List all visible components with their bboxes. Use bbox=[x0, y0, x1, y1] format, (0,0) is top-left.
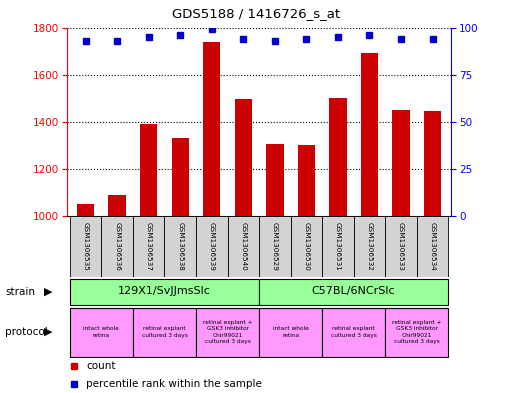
Text: 129X1/SvJJmsSlc: 129X1/SvJJmsSlc bbox=[118, 286, 211, 296]
Bar bbox=[70, 216, 102, 277]
Bar bbox=[298, 145, 315, 216]
Text: percentile rank within the sample: percentile rank within the sample bbox=[86, 379, 262, 389]
Bar bbox=[196, 216, 228, 277]
Bar bbox=[203, 42, 221, 216]
Text: GSM1306540: GSM1306540 bbox=[240, 222, 246, 271]
Text: retinal explant
cultured 3 days: retinal explant cultured 3 days bbox=[331, 327, 377, 338]
Bar bbox=[196, 308, 259, 356]
Bar bbox=[259, 216, 290, 277]
Bar bbox=[322, 308, 385, 356]
Text: retinal explant +
GSK3 inhibitor
Chir99021
cultured 3 days: retinal explant + GSK3 inhibitor Chir990… bbox=[203, 320, 252, 344]
Bar bbox=[266, 144, 284, 216]
Text: GSM1306532: GSM1306532 bbox=[366, 222, 372, 271]
Text: count: count bbox=[86, 362, 115, 371]
Text: GSM1306530: GSM1306530 bbox=[303, 222, 309, 271]
Text: retinal explant
cultured 3 days: retinal explant cultured 3 days bbox=[142, 327, 187, 338]
Bar bbox=[70, 279, 259, 305]
Bar bbox=[322, 216, 353, 277]
Bar bbox=[133, 216, 165, 277]
Text: GSM1306531: GSM1306531 bbox=[335, 222, 341, 271]
Bar bbox=[234, 99, 252, 216]
Bar bbox=[171, 138, 189, 216]
Text: protocol: protocol bbox=[5, 327, 48, 337]
Text: GDS5188 / 1416726_s_at: GDS5188 / 1416726_s_at bbox=[172, 7, 341, 20]
Bar bbox=[392, 110, 410, 216]
Bar bbox=[133, 308, 196, 356]
Bar bbox=[228, 216, 259, 277]
Text: GSM1306539: GSM1306539 bbox=[209, 222, 215, 271]
Bar bbox=[417, 216, 448, 277]
Text: GSM1306533: GSM1306533 bbox=[398, 222, 404, 271]
Text: retinal explant +
GSK3 inhibitor
Chir99021
cultured 3 days: retinal explant + GSK3 inhibitor Chir990… bbox=[392, 320, 442, 344]
Bar bbox=[385, 308, 448, 356]
Text: GSM1306535: GSM1306535 bbox=[83, 222, 89, 271]
Text: GSM1306534: GSM1306534 bbox=[429, 222, 436, 271]
Bar bbox=[77, 204, 94, 216]
Text: GSM1306529: GSM1306529 bbox=[272, 222, 278, 271]
Bar bbox=[259, 279, 448, 305]
Text: GSM1306538: GSM1306538 bbox=[177, 222, 183, 271]
Bar bbox=[424, 111, 441, 216]
Text: C57BL/6NCrSlc: C57BL/6NCrSlc bbox=[312, 286, 396, 296]
Text: GSM1306537: GSM1306537 bbox=[146, 222, 152, 271]
Text: strain: strain bbox=[5, 287, 35, 297]
Text: ▶: ▶ bbox=[44, 327, 52, 337]
Bar bbox=[102, 216, 133, 277]
Text: GSM1306536: GSM1306536 bbox=[114, 222, 120, 271]
Bar bbox=[108, 195, 126, 216]
Text: ▶: ▶ bbox=[44, 287, 52, 297]
Bar bbox=[361, 53, 378, 216]
Bar bbox=[259, 308, 322, 356]
Text: intact whole
retina: intact whole retina bbox=[273, 327, 308, 338]
Bar bbox=[290, 216, 322, 277]
Bar bbox=[165, 216, 196, 277]
Bar bbox=[70, 308, 133, 356]
Bar bbox=[329, 98, 347, 216]
Bar bbox=[385, 216, 417, 277]
Bar bbox=[140, 124, 157, 216]
Text: intact whole
retina: intact whole retina bbox=[84, 327, 120, 338]
Bar bbox=[353, 216, 385, 277]
